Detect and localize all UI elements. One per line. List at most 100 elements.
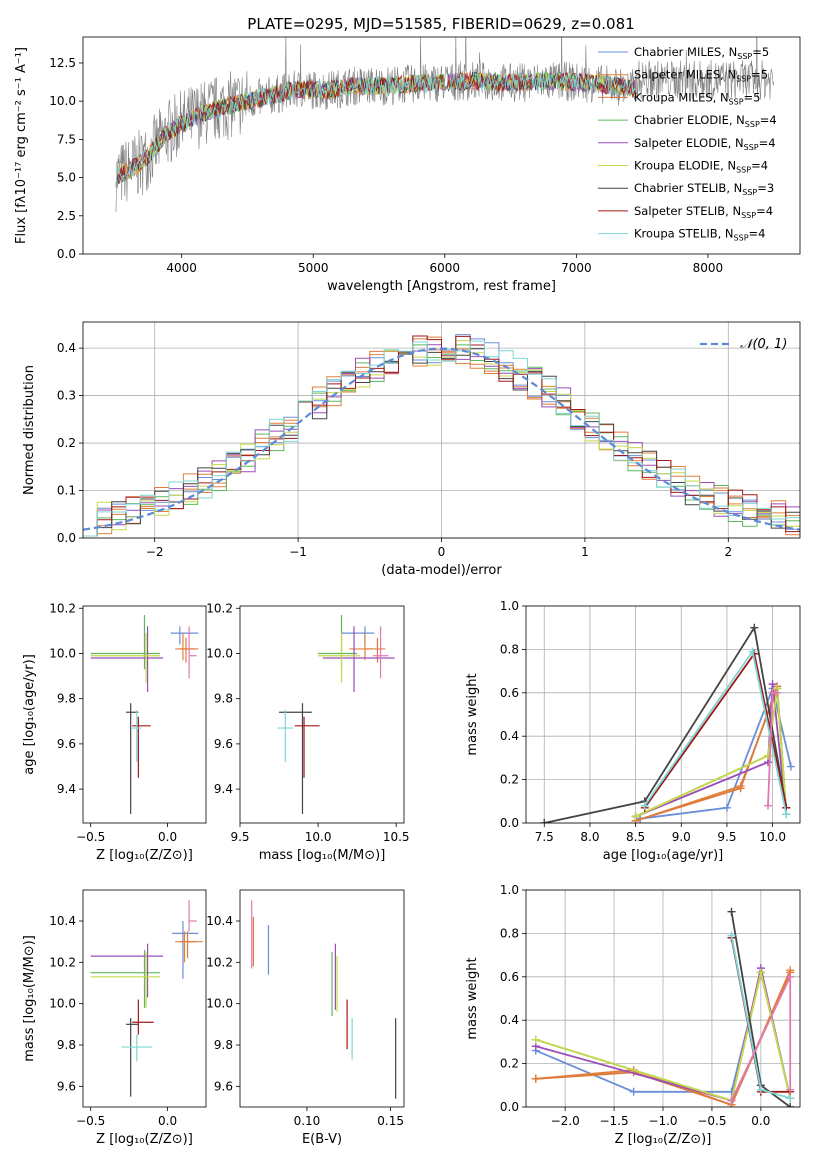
error-bar-point — [372, 626, 389, 679]
model-spectrum-line — [115, 71, 636, 187]
mass-weight-marker — [727, 1096, 736, 1105]
error-bar-point — [279, 703, 312, 814]
mass-weight-marker — [786, 972, 795, 981]
mass-weight-line — [535, 972, 792, 1102]
x-tick-label: 9.0 — [672, 830, 691, 844]
legend-entry: Salpeter MILES, NSSP=5 — [634, 68, 768, 84]
legend-entry: Chabrier STELIB, NSSP=3 — [634, 181, 774, 197]
x-tick-label: 10.0 — [305, 830, 332, 844]
error-bar-point — [90, 626, 163, 692]
y-tick-label: 0.8 — [500, 926, 519, 940]
charts: 4000 5000 6000 7000 80000.02.55.07.510.012.5… — [14, 36, 801, 1147]
x-tick-label: 2 — [724, 545, 732, 559]
mass-vs-Z-chart: −0.5 0.0 9.6 9.8 10.0 10.2 10.4 Z [log₁₀(Z/Z⊙)]… — [22, 889, 207, 1147]
legend-entry: Chabrier MILES, NSSP=5 — [634, 45, 769, 61]
residuals-frame — [82, 321, 801, 539]
x-tick-label: 1 — [581, 545, 589, 559]
x-axis-label: Z [log₁₀(Z/Z⊙)] — [96, 1132, 193, 1147]
y-tick-label: 10.0 — [49, 997, 76, 1011]
y-axis-label: mass weight — [465, 673, 480, 755]
x-axis-label: mass [log₁₀(M/M⊙)] — [259, 848, 386, 863]
age-vs-mass-plot-area — [277, 615, 395, 814]
legend-subscript: SSP — [742, 188, 757, 197]
legend-entry: Kroupa ELODIE, NSSP=4 — [634, 159, 768, 175]
weight-vs-Z-chart: −2.0 −1.5 −1.0 −0.5 0.0 0.0 0.2 0.4 0.6 0.8 1.0 Z [… — [465, 883, 801, 1147]
x-tick-label: 7000 — [561, 261, 592, 275]
x-tick-label: −1.5 — [600, 1114, 629, 1128]
y-tick-label: 0.3 — [57, 389, 76, 403]
residuals-chart: −2 −1 0 1 2 0.0 0.1 0.2 0.3 0.4 (data-model)/error… — [22, 321, 801, 578]
y-tick-label: 9.6 — [57, 737, 76, 751]
legend-subscript: SSP — [741, 211, 756, 220]
y-tick-label: 9.8 — [214, 692, 233, 706]
mass-weight-marker — [782, 810, 791, 819]
error-bar-point — [179, 931, 197, 959]
x-axis-label: wavelength [Angstrom, rest frame] — [327, 279, 556, 294]
mass-weight-marker — [727, 931, 736, 940]
x-tick-label: 0 — [438, 545, 446, 559]
weight-vs-age-plot-area — [540, 623, 795, 823]
error-bar-point — [90, 949, 160, 1008]
error-bar-point — [132, 999, 154, 1035]
mass-weight-marker — [531, 1035, 540, 1044]
spectrum-chart: 4000 5000 6000 7000 8000 0.0 2.5 5.0 7.5 10.0 12.5… — [14, 36, 801, 294]
y-axis-label: mass [log₁₀(M/M⊙)] — [22, 935, 37, 1062]
legend-name: Kroupa ELODIE, N — [634, 159, 736, 173]
y-tick-label: 9.8 — [57, 1038, 76, 1052]
y-tick-label: 9.4 — [57, 782, 76, 796]
mass-weight-marker — [629, 1087, 638, 1096]
x-tick-label: 9.5 — [230, 830, 249, 844]
mass-weight-marker — [750, 623, 759, 632]
legend-name: Salpeter ELODIE, N — [634, 136, 744, 150]
legend-count: =5 — [744, 90, 761, 104]
y-tick-label: 0.2 — [500, 773, 519, 787]
legend-name: Kroupa MILES, N — [634, 90, 729, 104]
y-tick-label: 10.4 — [206, 914, 233, 928]
x-tick-label: 10.5 — [383, 830, 410, 844]
y-tick-label: 0.4 — [500, 1013, 519, 1027]
error-bar-point — [121, 1034, 153, 1062]
legend-subscript: SSP — [734, 234, 749, 243]
age-vs-mass-frame — [239, 605, 405, 824]
y-axis-label: age [log₁₀(age/yr)] — [22, 654, 37, 775]
legend-entry: Kroupa MILES, NSSP=5 — [634, 90, 760, 106]
legend-name: Salpeter MILES, N — [634, 68, 736, 82]
x-tick-label: 9.5 — [717, 830, 736, 844]
mass-weight-marker — [727, 907, 736, 916]
error-bar-point — [277, 709, 294, 762]
mass-vs-ebv-chart: 0.10 0.15 9.6 9.8 10.0 10.2 10.4 E(B-V) — [206, 889, 405, 1147]
legend-count: =4 — [751, 159, 768, 173]
legend-name: Salpeter STELIB, N — [634, 204, 741, 218]
x-tick-label: 0.0 — [158, 1114, 177, 1128]
age-vs-Z-frame — [82, 605, 207, 824]
x-axis-label: E(B-V) — [302, 1132, 342, 1147]
y-tick-label: 0.2 — [57, 436, 76, 450]
y-tick-label: 0.4 — [500, 729, 519, 743]
x-tick-label: 10.0 — [759, 830, 786, 844]
legend-subscript: SSP — [744, 143, 759, 152]
error-bar-point — [170, 626, 199, 645]
mass-weight-marker — [640, 801, 649, 810]
y-tick-label: 10.2 — [206, 955, 233, 969]
mass-weight-marker — [786, 1085, 795, 1094]
legend-entry: Chabrier ELODIE, NSSP=4 — [634, 113, 777, 129]
mass-weight-marker — [773, 688, 782, 697]
residuals-plot-area — [83, 334, 800, 537]
mass-weight-marker — [786, 762, 795, 771]
y-tick-label: 0.0 — [500, 1100, 519, 1114]
x-tick-label: −2.0 — [551, 1114, 580, 1128]
legend-subscript: SSP — [745, 120, 760, 129]
legend-count: =4 — [760, 113, 777, 127]
error-bar-point — [132, 716, 151, 778]
legend-entry: Salpeter STELIB, NSSP=4 — [634, 204, 773, 220]
y-tick-label: 10.0 — [206, 646, 233, 660]
legend-count: =4 — [749, 227, 766, 241]
error-bar-point — [188, 626, 197, 679]
y-tick-label: 0.0 — [500, 816, 519, 830]
figure-title: PLATE=0295, MJD=51585, FIBERID=0629, z=0… — [247, 15, 634, 33]
x-tick-label: −2 — [146, 545, 164, 559]
y-tick-label: 0.2 — [500, 1057, 519, 1071]
legend-name: Chabrier MILES, N — [634, 45, 737, 59]
error-bar-point — [294, 716, 320, 778]
y-tick-label: 9.6 — [214, 1079, 233, 1093]
